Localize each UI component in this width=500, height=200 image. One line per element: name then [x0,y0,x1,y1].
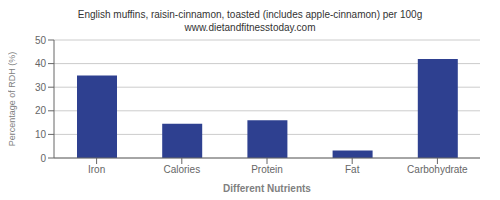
svg-text:Different Nutrients: Different Nutrients [223,183,311,192]
svg-text:Fat: Fat [345,164,360,175]
svg-text:0: 0 [40,153,46,164]
svg-text:Carbohydrate: Carbohydrate [407,164,468,175]
svg-text:Percentage of RDH (%): Percentage of RDH (%) [8,52,17,147]
svg-text:Iron: Iron [88,164,105,175]
html-text:www.dietandfitnesstoday.com: www.dietandfitnesstoday.com [184,22,316,33]
svg-text:Protein: Protein [251,164,283,175]
svg-text:40: 40 [35,58,47,69]
svg-text:Calories: Calories [163,164,200,175]
svg-text:50: 50 [35,35,47,46]
html-text:English muffins, raisin-cinnam: English muffins, raisin-cinnamon, toaste… [77,9,423,20]
svg-text:30: 30 [35,82,47,93]
svg-text:20: 20 [35,105,47,116]
svg-text:10: 10 [35,129,47,140]
